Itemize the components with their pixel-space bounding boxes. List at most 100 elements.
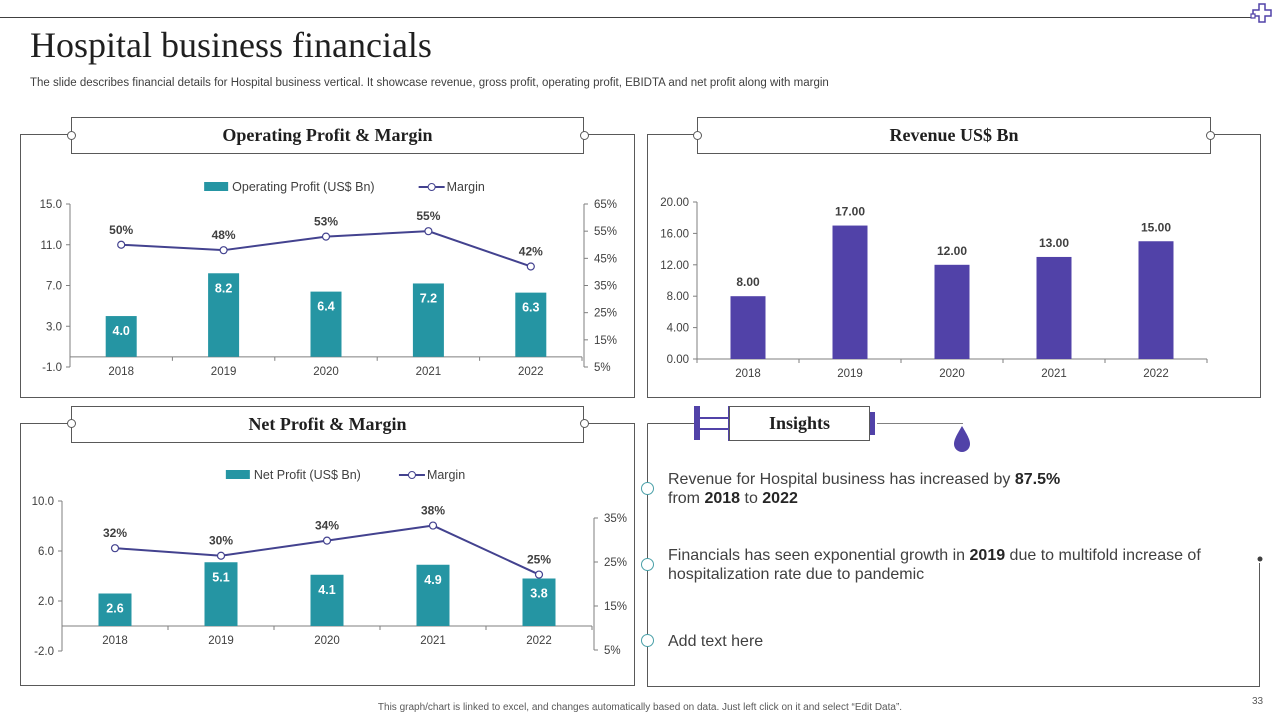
bar: [204, 562, 238, 626]
revenue-chart[interactable]: 20.00 16.00 12.00 8.00 4.00 0.00 8.00 2018 17.00…: [647, 170, 1261, 390]
margin-label: 32%: [103, 526, 127, 540]
legend-label-bar: Operating Profit (US$ Bn): [232, 180, 374, 194]
bar-value-label: 4.1: [318, 583, 335, 597]
margin-point: [322, 536, 332, 545]
y-tick-label: 10.0: [32, 496, 54, 508]
y-tick-label: 6.0: [38, 546, 54, 558]
y-right-tick-label: 55%: [594, 226, 617, 238]
y-tick-label: 20.00: [660, 197, 689, 209]
insight-bullet-2: [641, 558, 654, 571]
y-tick-label: 8.00: [667, 291, 689, 303]
x-tick-label: 2022: [526, 635, 552, 647]
y-tick-label: -2.0: [34, 646, 54, 658]
y-right-tick-label: 25%: [604, 557, 627, 569]
bar-value-label: 7.2: [420, 291, 437, 305]
net-profit-chart[interactable]: 10.0 6.0 2.0 -2.0 2.6 2018 5.1 2019 4.1 2020 4.9 20…: [20, 458, 635, 680]
y-right-tick-label: 45%: [594, 253, 617, 265]
x-tick-label: 2020: [939, 368, 965, 380]
x-tick-label: 2021: [416, 366, 442, 378]
y-right-tick-label: 35%: [604, 513, 627, 525]
bar-value-label: 6.3: [522, 301, 539, 315]
margin-point: [428, 521, 438, 530]
y-right-tick-label: 25%: [594, 308, 617, 320]
bar: [832, 225, 868, 359]
y-tick-label: 2.0: [38, 596, 54, 608]
y-tick-label: 16.00: [660, 228, 689, 240]
legend-label-line: Margin: [447, 180, 485, 194]
bar-value-label: 5.1: [212, 570, 229, 584]
bar-value-label: 8.00: [736, 275, 760, 289]
margin-label: 55%: [416, 209, 440, 223]
legend-label-line: Margin: [427, 468, 465, 482]
bar: [416, 564, 450, 626]
margin-point: [219, 246, 228, 255]
cross-logo-icon: [1250, 3, 1272, 23]
title-dot-left: [693, 131, 702, 140]
y-right-tick-label: 35%: [594, 281, 617, 293]
legend-swatch-bar: [204, 182, 229, 191]
bar: [1138, 241, 1174, 359]
y-tick-label: 12.00: [660, 260, 689, 272]
bar-value-label: 8.2: [215, 281, 232, 295]
bar-value-label: 6.4: [317, 300, 334, 314]
margin-label: 50%: [109, 223, 133, 237]
y-tick-label: 4.00: [667, 323, 689, 335]
x-tick-label: 2021: [1041, 368, 1067, 380]
insight-item-3[interactable]: Add text here: [668, 633, 764, 650]
legend-swatch-marker: [407, 471, 416, 479]
y-right-tick-label: 15%: [604, 601, 627, 613]
y-tick-label: -1.0: [42, 362, 62, 374]
margin-point: [321, 232, 331, 241]
bar-value-label: 4.9: [424, 573, 441, 587]
margin-label: 53%: [314, 215, 338, 229]
margin-label: 48%: [212, 228, 236, 242]
bar: [105, 316, 137, 357]
x-tick-label: 2022: [1143, 368, 1169, 380]
bar-value-label: 13.00: [1039, 236, 1069, 250]
y-right-tick-label: 5%: [604, 645, 621, 657]
operating-profit-title: Operating Profit & Margin: [71, 117, 584, 154]
margin-label: 34%: [315, 519, 339, 533]
page-subtitle: The slide describes financial details fo…: [30, 77, 829, 89]
bar: [730, 296, 766, 359]
x-tick-label: 2020: [313, 366, 339, 378]
margin-point: [216, 551, 226, 560]
insight-bullet-1: [641, 482, 654, 495]
bar-value-label: 15.00: [1141, 220, 1171, 234]
x-tick-label: 2018: [102, 635, 128, 647]
bar: [934, 264, 970, 359]
bar: [412, 283, 444, 357]
legend-label-bar: Net Profit (US$ Bn): [254, 468, 361, 482]
bar-value-label: 2.6: [106, 602, 123, 616]
legend-swatch-marker: [427, 183, 436, 191]
top-rule: [0, 17, 1252, 18]
bar: [310, 291, 342, 357]
bar: [1036, 256, 1072, 359]
bar: [522, 578, 556, 626]
y-tick-label: 3.0: [46, 321, 62, 333]
operating-profit-chart[interactable]: 15.0 11.0 7.0 3.0 -1.0 4.0 2018 8.2 2019 6.4 2020 7…: [20, 170, 635, 390]
bar: [98, 593, 132, 626]
x-tick-label: 2022: [518, 366, 544, 378]
page-number: 33: [1252, 696, 1264, 707]
y-right-tick-label: 15%: [594, 335, 617, 347]
x-tick-label: 2019: [211, 366, 237, 378]
insights-panel-frame: [647, 423, 1263, 687]
insights-title: Insights: [729, 406, 870, 441]
y-tick-label: 0.00: [667, 354, 689, 366]
bar-value-label: 17.00: [835, 205, 865, 219]
x-tick-label: 2018: [735, 368, 761, 380]
bar: [208, 273, 240, 357]
margin-label: 42%: [519, 244, 543, 258]
margin-line: [114, 524, 540, 576]
x-tick-label: 2019: [837, 368, 863, 380]
y-right-tick-label: 5%: [594, 362, 611, 374]
x-tick-label: 2021: [420, 635, 446, 647]
insight-item-2: Financials has seen exponential growth i…: [668, 547, 1201, 583]
bar-value-label: 4.0: [113, 324, 130, 338]
y-tick-label: 15.0: [40, 199, 62, 211]
title-dot-left: [67, 131, 76, 140]
title-dot-right: [580, 419, 589, 428]
margin-point: [534, 570, 544, 579]
bar-value-label: 12.00: [937, 244, 967, 258]
